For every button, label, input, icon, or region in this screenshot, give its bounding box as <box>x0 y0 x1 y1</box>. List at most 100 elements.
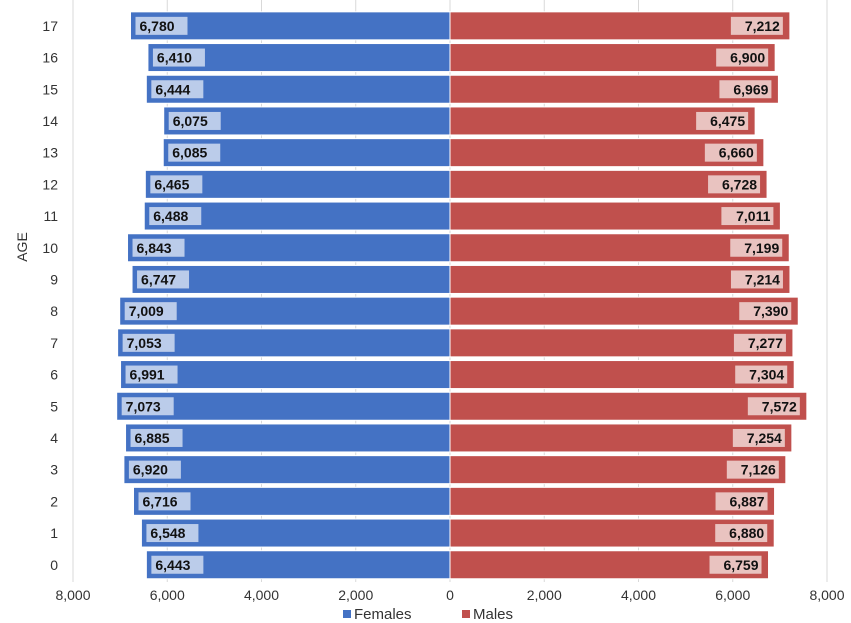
data-label-bg <box>122 333 175 352</box>
legend-swatch <box>343 610 351 618</box>
data-label-bg <box>137 270 190 289</box>
data-label-males: 7,572 <box>762 398 797 414</box>
data-label-females: 6,410 <box>157 50 192 66</box>
data-label-males: 6,728 <box>722 176 757 192</box>
data-label-females: 6,444 <box>155 81 190 97</box>
legend-swatch <box>462 610 470 618</box>
x-tick-label: 2,000 <box>338 587 373 603</box>
y-tick-label: 7 <box>50 335 58 351</box>
x-tick-label: 0 <box>446 587 454 603</box>
y-tick-label: 3 <box>50 462 58 478</box>
data-label-males: 7,126 <box>741 462 776 478</box>
data-label-males: 6,880 <box>729 525 764 541</box>
data-label-bg <box>730 270 783 289</box>
data-label-bg <box>696 111 749 130</box>
data-label-bg <box>130 428 183 447</box>
data-label-females: 6,843 <box>137 240 172 256</box>
data-label-females: 6,920 <box>133 462 168 478</box>
data-label-females: 7,073 <box>126 398 161 414</box>
data-label-females: 6,488 <box>153 208 188 224</box>
y-tick-label: 14 <box>42 113 58 129</box>
data-label-females: 6,716 <box>143 493 178 509</box>
y-tick-label: 17 <box>42 18 58 34</box>
data-label-bg <box>149 207 202 226</box>
bars: 6,443 6,759 6,548 6,880 6,716 6,887 6,920 7,126… <box>116 11 808 580</box>
legend-entry: Males <box>473 606 513 623</box>
data-label-bg <box>739 302 792 321</box>
data-label-bg <box>726 460 779 479</box>
data-label-bg <box>747 397 800 416</box>
legend-entry: Females <box>354 606 412 623</box>
y-tick-label: 1 <box>50 525 58 541</box>
data-label-males: 6,887 <box>730 493 765 509</box>
data-label-males: 7,304 <box>749 367 784 383</box>
data-label-females: 7,009 <box>129 303 164 319</box>
x-tick-label: 6,000 <box>715 587 750 603</box>
data-label-males: 7,277 <box>748 335 783 351</box>
data-label-males: 7,214 <box>745 271 780 287</box>
bar-males <box>449 328 794 358</box>
data-label-males: 7,390 <box>753 303 788 319</box>
data-label-bg <box>168 143 221 162</box>
x-tick-label: 8,000 <box>809 587 844 603</box>
x-tick-label: 4,000 <box>244 587 279 603</box>
y-axis-title: AGE <box>14 232 30 262</box>
data-label-females: 6,443 <box>155 557 190 573</box>
data-label-bg <box>704 143 757 162</box>
data-label-bg <box>151 80 204 99</box>
data-label-males: 6,475 <box>710 113 745 129</box>
bar-males <box>449 518 775 548</box>
y-tick-label: 15 <box>42 81 58 97</box>
y-tick-label: 13 <box>42 145 58 161</box>
y-tick-label: 11 <box>43 208 58 224</box>
y-tick-label: 0 <box>50 557 58 573</box>
data-label-bg <box>732 428 785 447</box>
data-label-males: 6,759 <box>723 557 758 573</box>
data-label-males: 7,199 <box>744 240 779 256</box>
y-tick-label: 5 <box>50 398 58 414</box>
data-label-females: 6,991 <box>130 367 165 383</box>
data-label-females: 6,885 <box>135 430 170 446</box>
y-tick-label: 8 <box>50 303 58 319</box>
data-label-males: 7,011 <box>736 208 770 224</box>
x-tick-label: 4,000 <box>621 587 656 603</box>
data-label-bg <box>121 397 174 416</box>
data-label-bg <box>125 365 178 384</box>
data-label-bg <box>733 333 786 352</box>
data-label-bg <box>715 524 768 543</box>
data-label-males: 6,660 <box>719 145 754 161</box>
data-label-females: 6,465 <box>154 176 189 192</box>
y-tick-label: 12 <box>42 176 58 192</box>
x-tick-label: 6,000 <box>150 587 185 603</box>
data-label-bg <box>730 16 783 35</box>
data-label-males: 7,254 <box>747 430 782 446</box>
data-label-bg <box>128 460 181 479</box>
data-label-females: 6,780 <box>139 18 174 34</box>
data-label-bg <box>719 80 772 99</box>
y-tick-label: 9 <box>50 271 58 287</box>
data-label-bg <box>152 48 205 67</box>
data-label-males: 6,969 <box>733 81 768 97</box>
data-label-bg <box>138 492 191 511</box>
data-label-bg <box>716 48 769 67</box>
x-tick-label: 2,000 <box>527 587 562 603</box>
data-label-females: 6,075 <box>173 113 208 129</box>
y-tick-label: 16 <box>42 50 58 66</box>
data-label-bg <box>715 492 768 511</box>
y-tick-label: 4 <box>50 430 58 446</box>
bar-females <box>120 360 451 390</box>
data-label-bg <box>721 207 774 226</box>
legend: Females Males <box>343 606 513 623</box>
data-label-females: 6,747 <box>141 271 176 287</box>
data-label-females: 7,053 <box>127 335 162 351</box>
x-tick-labels: 8,000 6,000 4,000 2,000 0 2,000 4,000 6,000 8,00… <box>55 587 844 603</box>
data-label-bg <box>168 111 221 130</box>
data-label-bg <box>735 365 788 384</box>
data-label-bg <box>709 555 762 574</box>
y-tick-label: 2 <box>50 493 58 509</box>
data-label-males: 6,900 <box>730 50 765 66</box>
data-label-bg <box>132 238 185 257</box>
data-label-bg <box>135 16 188 35</box>
